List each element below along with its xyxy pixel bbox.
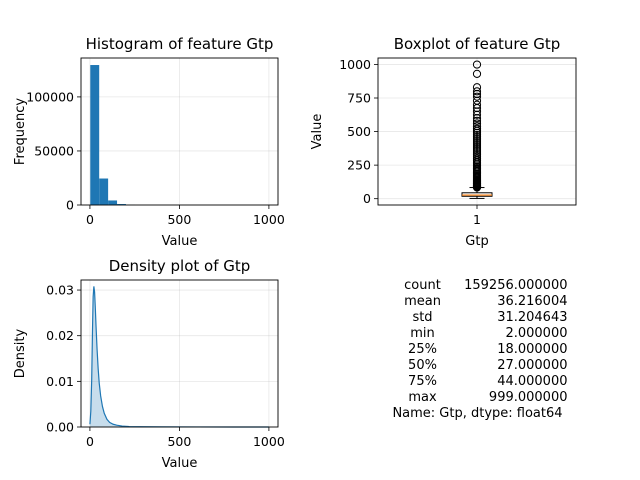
outlier-point	[472, 87, 482, 96]
stat-value: 159256.000000	[464, 278, 568, 293]
y-tick-label: 250	[347, 158, 371, 173]
stat-name: max	[408, 390, 437, 405]
y-tick-label: 0	[66, 198, 74, 213]
outlier-point	[472, 116, 482, 125]
histogram-bar	[108, 200, 118, 205]
histogram-bar	[99, 178, 109, 205]
stat-row: 50% 27.000000	[370, 358, 585, 374]
histogram-bar	[117, 204, 126, 205]
stat-row: mean 36.216004	[370, 294, 585, 310]
plot-frame	[80, 57, 279, 206]
histogram-title: Histogram of feature Gtp	[86, 35, 274, 53]
y-axis-label: Frequency	[13, 98, 28, 165]
y-tick-label: 750	[347, 91, 371, 106]
stat-name: min	[410, 326, 435, 341]
outlier-point	[472, 148, 482, 158]
stat-row: 75% 44.000000	[370, 374, 585, 390]
stat-name: count	[404, 278, 441, 293]
stat-value: 31.204643	[497, 310, 568, 325]
histogram-panel: Histogram of feature Gtp Value Frequency 0 5…	[13, 35, 285, 249]
stat-value: 44.000000	[497, 374, 568, 389]
plot-frame	[377, 57, 577, 206]
y-tick-label: 0	[363, 191, 371, 206]
y-tick-label: 1000	[339, 57, 371, 72]
y-tick-label: 50000	[34, 143, 74, 158]
outlier-point	[472, 140, 482, 150]
stat-value: 27.000000	[497, 358, 568, 373]
summary-stats-panel: count 159256.000000 mean 36.216004 std 31.204…	[370, 278, 585, 422]
outlier-point	[472, 60, 482, 69]
outlier-point	[472, 124, 482, 133]
outlier-point	[472, 100, 482, 109]
outlier-point	[472, 136, 482, 146]
y-tick-label: 0.02	[46, 328, 74, 343]
plot-frame	[80, 279, 279, 428]
x-tick-label: 500	[167, 212, 191, 227]
outlier-point	[472, 144, 482, 154]
outlier-point	[472, 92, 482, 101]
x-axis-label: Value	[162, 234, 198, 249]
outlier-point	[472, 146, 482, 156]
stat-value: 18.000000	[497, 342, 568, 357]
x-tick-label: 0	[86, 434, 94, 449]
outlier-point	[472, 138, 482, 148]
x-axis-label: Value	[162, 456, 198, 471]
x-tick-label: 500	[167, 434, 191, 449]
stat-value: 36.216004	[497, 294, 568, 309]
stat-name: mean	[404, 294, 441, 309]
stat-value: 999.000000	[488, 390, 568, 405]
outlier-point	[472, 134, 482, 144]
stat-name: std	[412, 310, 433, 325]
x-axis-label: Gtp	[465, 234, 488, 249]
outlier-point	[472, 130, 482, 140]
stat-row: count 159256.000000	[370, 278, 585, 294]
outlier-point	[472, 83, 482, 92]
density-title: Density plot of Gtp	[109, 257, 251, 275]
stat-name: 50%	[408, 358, 437, 373]
y-axis-label: Density	[13, 328, 28, 378]
x-tick-label: 1000	[253, 212, 285, 227]
boxplot-title: Boxplot of feature Gtp	[394, 35, 561, 53]
y-tick-label: 500	[347, 124, 371, 139]
histogram-bar	[90, 65, 100, 206]
stat-name: 25%	[408, 342, 437, 357]
y-tick-label: 0.03	[46, 283, 74, 298]
stat-row: max 999.000000	[370, 390, 585, 406]
stat-name: 75%	[408, 374, 437, 389]
stat-row: min 2.000000	[370, 326, 585, 342]
boxplot-panel: Boxplot of feature Gtp Gtp Value 0 250 500 750…	[310, 35, 577, 249]
density-panel: Density plot of Gtp Value Density 0 500 1000 0…	[13, 257, 285, 471]
x-tick-label: 0	[86, 212, 94, 227]
y-axis-label: Value	[310, 114, 325, 150]
stats-footer: Name: Gtp, dtype: float64	[392, 406, 563, 421]
x-tick-label: 1000	[253, 434, 285, 449]
x-tick-label: 1	[473, 212, 481, 227]
stat-row: std 31.204643	[370, 310, 585, 326]
outlier-point	[472, 142, 482, 152]
outlier-point	[472, 69, 482, 78]
y-tick-label: 100000	[26, 89, 74, 104]
y-tick-label: 0.01	[46, 374, 74, 389]
outlier-point	[472, 132, 482, 142]
outlier-point	[472, 122, 482, 131]
outlier-point	[472, 119, 482, 128]
stat-row: 25% 18.000000	[370, 342, 585, 358]
stat-value: 2.000000	[505, 326, 568, 341]
y-tick-label: 0.00	[46, 420, 74, 435]
